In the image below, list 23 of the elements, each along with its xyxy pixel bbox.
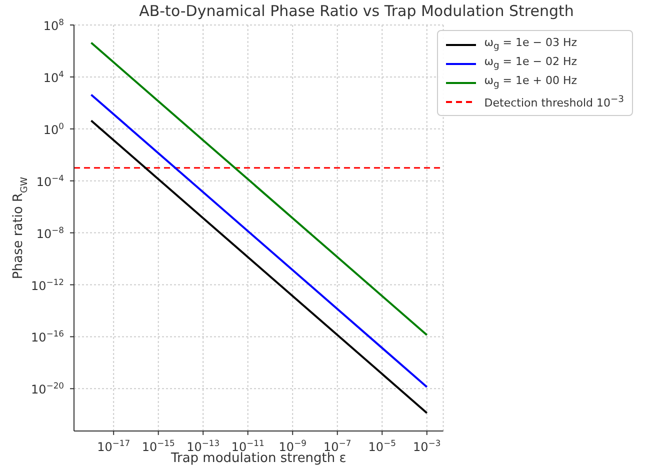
x-tick-label: 10$^{−17}$ — [97, 438, 130, 454]
y-tick-label: 10$^{−8}$ — [36, 224, 64, 241]
line-series — [90, 120, 428, 414]
y-tick-label: 10$^{−12}$ — [31, 276, 64, 293]
y-tick-label: 10$^{−16}$ — [31, 328, 64, 345]
y-tick-label: 10$^{−20}$ — [31, 380, 64, 397]
legend-label: ω$_{g}$ = 1e − 03 Hz — [484, 36, 578, 53]
line-series — [90, 42, 428, 336]
x-tick-label: 10$^{−15}$ — [142, 438, 175, 454]
y-tick-label: 10$^{−4}$ — [36, 172, 64, 189]
y-tick-label: 10$^{0}$ — [43, 120, 64, 137]
legend-label: Detection threshold 10$^{−3}$ — [484, 94, 624, 110]
legend-label: ω$_{g}$ = 1e + 00 Hz — [484, 74, 578, 91]
x-tick-label: 10$^{−13}$ — [186, 438, 220, 454]
legend-label: ω$_{g}$ = 1e − 02 Hz — [484, 55, 578, 72]
line-series — [90, 94, 428, 388]
y-tick-label: 10$^{4}$ — [43, 68, 64, 85]
x-tick-label: 10$^{−5}$ — [368, 438, 396, 454]
x-axis-title: Trap modulation strength ε — [170, 451, 346, 466]
chart-title: AB-to-Dynamical Phase Ratio vs Trap Modulation Strength — [138, 2, 575, 20]
x-tick-label: 10$^{−9}$ — [278, 438, 306, 454]
y-tick-label: 10$^{8}$ — [43, 17, 64, 33]
x-tick-label: 10$^{−3}$ — [413, 438, 441, 454]
